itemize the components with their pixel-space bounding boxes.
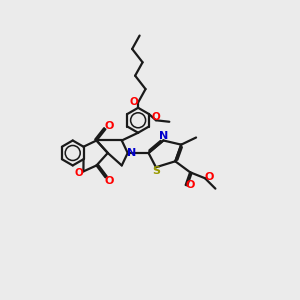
Text: S: S	[152, 167, 160, 176]
Text: O: O	[104, 176, 114, 186]
Text: O: O	[205, 172, 214, 182]
Text: N: N	[127, 148, 136, 158]
Text: O: O	[185, 180, 194, 190]
Text: O: O	[152, 112, 160, 122]
Text: O: O	[104, 121, 114, 130]
Text: O: O	[130, 98, 138, 107]
Text: O: O	[75, 168, 84, 178]
Text: N: N	[159, 131, 168, 141]
